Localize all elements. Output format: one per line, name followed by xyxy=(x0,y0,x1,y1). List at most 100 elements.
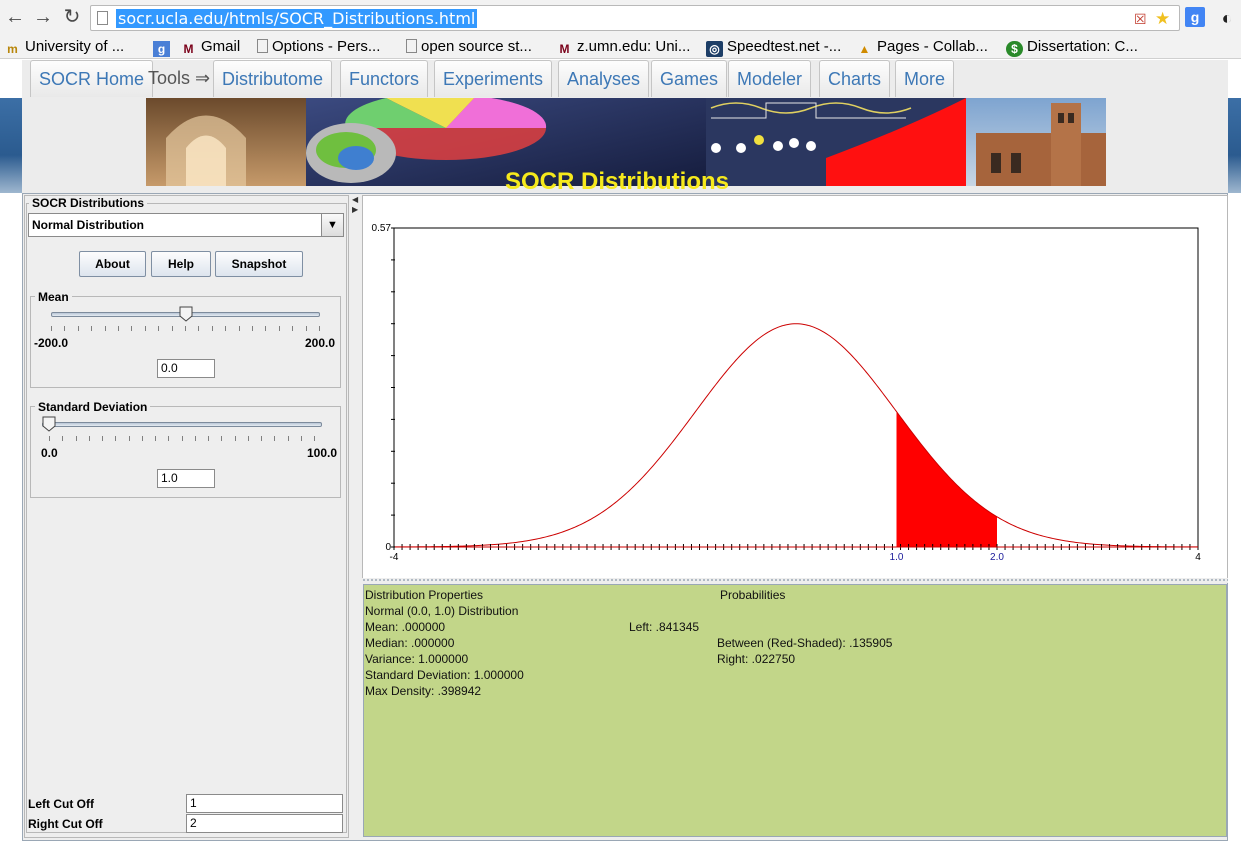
slider-tick xyxy=(49,436,50,441)
slider-tick xyxy=(158,326,160,331)
page-icon xyxy=(97,11,108,25)
bookmarks-bar: m University of ... g M Gmail Options - Pe… xyxy=(0,36,1241,59)
bookmark-pages[interactable]: ▲ Pages - Collab... xyxy=(856,37,988,57)
slider-tick xyxy=(144,326,146,331)
slider-tick xyxy=(128,436,130,441)
slider-tick xyxy=(104,326,106,331)
bookmark-open-source[interactable]: open source st... xyxy=(406,37,532,57)
bookmark-google[interactable]: g xyxy=(153,37,174,57)
back-arrow-icon[interactable]: ← xyxy=(5,6,25,28)
reload-icon[interactable]: ↻ xyxy=(63,6,81,28)
sd-min-label: 0.0 xyxy=(41,446,58,460)
url-text[interactable]: socr.ucla.edu/htmls/SOCR_Distributions.h… xyxy=(116,9,478,28)
browser-toolbar: ← → ↻ socr.ucla.edu/htmls/SOCR_Distribut… xyxy=(0,0,1241,36)
tab-more[interactable]: More xyxy=(895,60,955,97)
slider-tick xyxy=(274,436,276,441)
slider-tick xyxy=(185,326,186,331)
slider-tick xyxy=(64,326,66,331)
tab-socr-home[interactable]: SOCR Home xyxy=(30,60,154,97)
vertical-splitter[interactable] xyxy=(350,195,360,838)
forward-arrow-icon[interactable]: → xyxy=(33,6,53,28)
collapse-right-icon[interactable]: ▶ xyxy=(352,205,359,214)
density-curve xyxy=(393,323,1199,548)
slider-tick xyxy=(155,436,156,441)
banner-collage xyxy=(146,98,1106,186)
right-cutoff-input[interactable]: 2 xyxy=(186,814,343,833)
slider-tick xyxy=(225,326,227,331)
slider-tick xyxy=(319,326,320,331)
properties-panel xyxy=(363,584,1227,837)
mean-slider-ticks xyxy=(51,326,320,334)
slider-tick xyxy=(314,436,315,441)
address-bar[interactable]: socr.ucla.edu/htmls/SOCR_Distributions.h… xyxy=(90,5,1180,31)
bookmark-university[interactable]: m University of ... xyxy=(4,37,124,57)
tab-charts[interactable]: Charts xyxy=(819,60,891,97)
prob-between: Between (Red-Shaded): .135905 xyxy=(717,636,893,650)
sd-slider-track[interactable] xyxy=(42,422,322,427)
banner-image xyxy=(146,98,1106,186)
blocked-popup-icon[interactable]: ☒ xyxy=(1134,11,1147,27)
tab-distributome[interactable]: Distributome xyxy=(213,60,333,97)
slider-tick xyxy=(77,326,79,331)
tab-modeler[interactable]: Modeler xyxy=(728,60,812,97)
slider-tick xyxy=(292,326,294,331)
slider-tick xyxy=(131,326,133,331)
google-extension-icon[interactable]: g xyxy=(1185,7,1205,27)
slider-tick xyxy=(261,436,262,441)
prop-median: Median: .000000 xyxy=(365,636,455,650)
slider-tick xyxy=(208,436,209,441)
mean-slider-thumb[interactable] xyxy=(179,306,193,322)
slider-tick xyxy=(234,436,236,441)
sd-group xyxy=(30,406,341,498)
panel-title: SOCR Distributions xyxy=(29,196,148,210)
tab-games[interactable]: Games xyxy=(651,60,728,97)
pages-icon: ▲ xyxy=(858,42,871,56)
bookmark-star-icon[interactable]: ★ xyxy=(1155,9,1171,28)
slider-tick xyxy=(211,326,213,331)
bookmark-dissertation[interactable]: $ Dissertation: C... xyxy=(1006,37,1138,57)
page-icon xyxy=(257,39,268,53)
help-button[interactable]: Help xyxy=(151,251,211,277)
page-icon xyxy=(406,39,417,53)
chevron-down-icon[interactable]: ▼ xyxy=(321,214,343,236)
distribution-select[interactable]: Normal Distribution ▼ xyxy=(28,213,344,237)
tab-analyses[interactable]: Analyses xyxy=(558,60,650,97)
mean-input[interactable]: 0.0 xyxy=(157,359,215,378)
prob-left: Left: .841345 xyxy=(629,620,700,634)
mean-min-label: -200.0 xyxy=(34,336,69,350)
slider-tick xyxy=(300,436,302,441)
prop-max-density: Max Density: .398942 xyxy=(365,684,482,698)
bookmark-options[interactable]: Options - Pers... xyxy=(257,37,380,57)
left-control-panel xyxy=(24,195,349,838)
sd-slider-thumb[interactable] xyxy=(42,416,56,432)
left-cutoff-label: Left Cut Off xyxy=(28,797,94,811)
slider-tick xyxy=(305,326,307,331)
snapshot-button[interactable]: Snapshot xyxy=(215,251,303,277)
horizontal-splitter[interactable] xyxy=(362,578,1228,583)
about-button[interactable]: About xyxy=(79,251,146,277)
sd-label: Standard Deviation xyxy=(35,400,151,414)
slider-tick xyxy=(194,436,196,441)
speedtest-icon: ◎ xyxy=(706,41,723,57)
probabilities-heading: Probabilities xyxy=(720,588,786,602)
sd-input[interactable]: 1.0 xyxy=(157,469,215,488)
slider-tick xyxy=(247,436,249,441)
half-circle-extension-icon[interactable]: ◐ xyxy=(1221,8,1233,28)
bookmark-gmail[interactable]: M Gmail xyxy=(180,37,241,57)
slider-tick xyxy=(88,436,90,441)
y-tick-label: 0.57 xyxy=(372,223,392,234)
tab-tools[interactable]: Tools ⇒ xyxy=(148,68,211,88)
properties-heading: Distribution Properties xyxy=(365,588,484,602)
bookmark-speedtest[interactable]: ◎ Speedtest.net -... xyxy=(706,37,841,57)
right-cutoff-label: Right Cut Off xyxy=(28,817,103,831)
tab-experiments[interactable]: Experiments xyxy=(434,60,553,97)
tab-functors[interactable]: Functors xyxy=(340,60,429,97)
google-g-icon: g xyxy=(153,41,170,57)
slider-tick xyxy=(168,436,170,441)
slider-tick xyxy=(102,436,103,441)
collapse-left-icon[interactable]: ◀ xyxy=(352,195,359,204)
left-cutoff-input[interactable]: 1 xyxy=(186,794,343,813)
slider-tick xyxy=(62,436,64,441)
slider-tick xyxy=(278,326,280,331)
